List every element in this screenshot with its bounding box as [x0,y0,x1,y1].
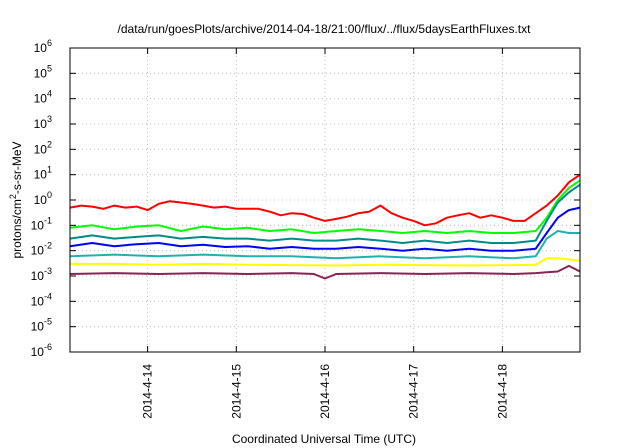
x-tick-label: 2014-4-15 [229,364,243,419]
series-line-5 [69,230,580,260]
x-tick-label: 2014-4-18 [495,364,509,419]
y-axis-label-base: protons/cm [10,199,24,258]
y-tick-label: 10-3 [31,266,52,283]
chart-title: /data/run/goesPlots/archive/2014-04-18/2… [118,22,532,36]
axes: 10-610-510-410-310-210-11001011021031041… [31,38,581,419]
y-tick-label-base: 10 [34,92,48,106]
y-tick-label-exp: -4 [44,291,52,301]
y-tick-label-exp: -2 [44,241,52,251]
y-tick-label-exp: 1 [47,165,52,175]
y-tick-label-exp: 4 [47,89,52,99]
y-tick-label: 101 [34,165,52,182]
y-tick-label-base: 10 [34,193,48,207]
y-axis-label-rest: -s-sr-MeV [10,141,24,194]
y-axis-label: protons/cm2-s-sr-MeV [8,141,24,258]
y-tick-label-base: 10 [31,269,45,283]
y-tick-label: 10-2 [31,241,52,258]
y-tick-label-exp: 2 [47,139,52,149]
y-tick-label: 100 [34,190,52,207]
y-tick-label: 102 [34,139,52,156]
series-group [69,173,581,280]
series-line-2 [69,179,581,234]
y-axis-label-sup: 2 [8,194,18,199]
y-tick-label-exp: 3 [47,114,52,124]
y-tick-label-base: 10 [31,345,45,359]
y-tick-label: 10-5 [31,317,52,334]
y-tick-label-exp: -1 [44,215,52,225]
y-tick-label-base: 10 [34,66,48,80]
plot-frame [69,47,581,353]
x-tick-label: 2014-4-17 [407,364,421,419]
y-tick-label-exp: 6 [47,38,52,48]
y-tick-label: 106 [34,38,52,55]
x-tick-label: 2014-4-14 [141,364,155,419]
y-tick-label: 103 [34,114,52,131]
y-tick-label-base: 10 [31,244,45,258]
y-tick-label-exp: -3 [44,266,52,276]
y-tick-label-base: 10 [31,294,45,308]
series-line-7 [69,264,581,280]
y-tick-label: 10-4 [31,291,52,308]
y-tick-label: 104 [34,89,52,106]
y-tick-label-exp: 5 [47,63,52,73]
x-axis-label: Coordinated Universal Time (UTC) [232,432,416,446]
x-tick-label: 2014-4-16 [318,364,332,419]
series-line-6 [70,257,581,267]
y-tick-label-exp: -6 [44,342,52,352]
y-tick-label: 105 [34,63,52,80]
series-line-3 [69,183,581,244]
series-line-1 [69,173,581,227]
y-tick-label-base: 10 [34,168,48,182]
y-tick-label-exp: -5 [44,317,52,327]
y-tick-label-base: 10 [34,41,48,55]
y-tick-label-exp: 0 [47,190,52,200]
y-tick-label-base: 10 [34,117,48,131]
y-tick-label-base: 10 [34,142,48,156]
y-tick-label-base: 10 [31,218,45,232]
y-tick-label: 10-1 [31,215,52,232]
y-tick-label-base: 10 [31,320,45,334]
series-line-4 [69,206,581,252]
y-tick-label: 10-6 [31,342,52,359]
